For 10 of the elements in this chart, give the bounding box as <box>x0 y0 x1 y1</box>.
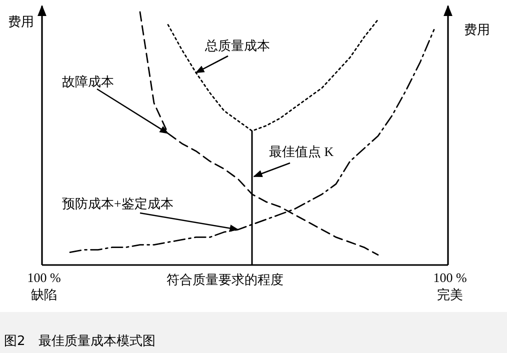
x-tick-label: 100 % 完美 <box>433 270 467 302</box>
y2-axis-title: 费用 <box>464 22 490 37</box>
series-label: 总质量成本 <box>204 38 270 53</box>
annotation: 最佳值点 K <box>269 144 334 159</box>
text: 预防成本+鉴定成本 <box>62 196 174 211</box>
x-axis-title: 符合质量要求的程度 <box>166 272 284 287</box>
text: 故障成本 <box>62 74 114 89</box>
caption: 图2 最佳质量成本模式图 <box>4 334 156 349</box>
y-axis-title: 费用 <box>8 14 34 29</box>
x-tick-label: 100 % 缺陷 <box>27 270 61 302</box>
